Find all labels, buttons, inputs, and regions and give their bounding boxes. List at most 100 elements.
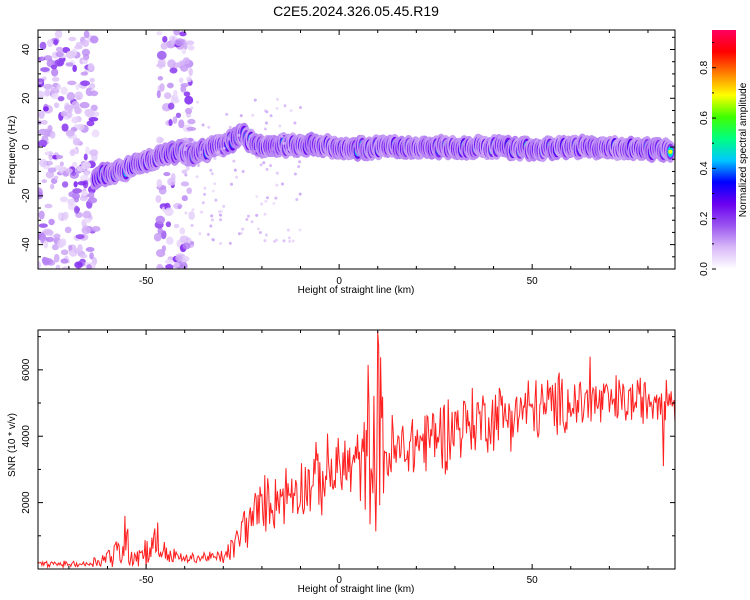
spectrogram-noise-cell <box>185 40 195 46</box>
spectrogram-noise-cell <box>157 227 163 235</box>
spectrogram-noise-cell <box>188 67 193 77</box>
spectrogram-noise-cell <box>263 239 267 243</box>
spectrogram-noise-cell <box>172 116 178 124</box>
spectrogram-noise-cell <box>239 114 243 118</box>
spectrogram-noise-cell <box>73 181 78 188</box>
spectrogram-noise-cell <box>38 78 45 83</box>
spectrogram-noise-cell <box>166 236 174 245</box>
spectrogram-noise-cell <box>206 232 210 236</box>
spectrogram-noise-cell <box>55 51 64 58</box>
spectrogram-xtick-label: 0 <box>336 276 342 287</box>
spectrogram-noise-cell <box>287 236 291 240</box>
spectrogram-xlabel: Height of straight line (km) <box>298 285 415 296</box>
spectrogram-noise-cell <box>228 125 232 129</box>
spectrogram-noise-cell <box>65 50 76 59</box>
spectrogram-noise-cell <box>209 224 213 228</box>
spectrogram-noise-cell <box>179 227 186 235</box>
spectrogram-noise-cell <box>297 165 301 169</box>
spectrogram-noise-cell <box>163 209 174 215</box>
spectrogram-noise-cell <box>183 42 188 50</box>
spectrogram-noise-cell <box>65 168 73 174</box>
spectrogram-noise-cell <box>225 135 229 139</box>
spectrogram-noise-cell <box>156 90 161 99</box>
spectrogram-noise-cell <box>196 163 200 167</box>
spectrogram-noise-cell <box>275 183 279 187</box>
spectrogram-noise-cell <box>51 244 59 251</box>
spectrogram-noise-cell <box>258 230 262 234</box>
spectrogram-noise-cell <box>53 165 64 171</box>
spectrogram-noise-cell <box>40 236 46 244</box>
snr-ytick-label: 4000 <box>21 425 32 448</box>
spectrogram-noise-cell <box>88 116 99 122</box>
spectrogram-noise-cell <box>275 106 279 110</box>
spectrogram-noise-cell <box>156 136 164 144</box>
spectrogram-noise-cell <box>59 196 69 203</box>
spectrogram-noise-cell <box>269 114 273 118</box>
spectrogram-noise-cell <box>65 62 74 67</box>
spectrogram-noise-cell <box>184 173 188 177</box>
spectrogram-noise-cell <box>295 198 299 202</box>
spectrogram-noise-cell <box>286 228 290 232</box>
spectrogram-noise-cell <box>71 116 79 124</box>
spectrogram-noise-cell <box>160 42 168 50</box>
spectrogram-noise-cell <box>48 218 55 226</box>
spectrogram-xtick-label: 50 <box>527 276 539 287</box>
spectrogram-noise-cell <box>260 155 264 159</box>
spectrogram-noise-cell <box>157 76 164 81</box>
spectrogram-noise-cell <box>60 110 67 117</box>
spectrogram-ridge-cell <box>668 149 673 154</box>
spectrogram-noise-cell <box>219 147 223 151</box>
spectrogram-noise-cell <box>292 155 296 159</box>
spectrogram-noise-cell <box>43 240 49 249</box>
spectrogram-noise-cell <box>200 210 204 214</box>
spectrogram-noise-cell <box>69 149 76 157</box>
spectrogram-noise-cell <box>211 189 215 193</box>
spectrogram-noise-cell <box>53 253 60 263</box>
spectrogram-noise-cell <box>88 191 95 200</box>
spectrogram-noise-cell <box>210 214 214 218</box>
spectrogram-noise-cell <box>84 217 91 224</box>
spectrogram-noise-cell <box>275 171 279 175</box>
spectrogram-noise-cell <box>81 59 89 65</box>
spectrogram-noise-cell <box>232 159 236 163</box>
spectrogram-noise-cell <box>256 227 260 231</box>
colorbar-label: Normalized spectral amplitude <box>738 82 749 217</box>
snr-ytick-label: 6000 <box>21 358 32 381</box>
spectrogram-noise-cell <box>282 239 286 243</box>
spectrogram-noise-cell <box>39 159 48 168</box>
spectrogram-noise-cell <box>49 131 56 139</box>
spectrogram-noise-cell <box>250 220 254 224</box>
spectrogram-noise-cell <box>237 133 241 137</box>
spectrogram-noise-cell <box>175 254 183 262</box>
spectrogram-noise-cell <box>85 146 90 156</box>
spectrogram-noise-cell <box>61 266 71 269</box>
spectrogram-axes: -50 0 50 -40 -20 0 20 40 <box>21 30 675 287</box>
colorbar-tick-label: 0.2 <box>699 211 710 225</box>
spectrogram-noise-cell <box>213 182 217 186</box>
spectrogram-noise-cell <box>47 160 53 165</box>
spectrogram-noise-cell <box>56 83 61 90</box>
spectrogram-noise-cell <box>186 187 193 195</box>
spectrogram-noise-cell <box>275 238 279 242</box>
spectrogram-noise-cell <box>282 141 286 145</box>
spectrogram-noise-cell <box>38 223 48 228</box>
spectrogram-noise-cell <box>278 124 282 128</box>
spectrogram-noise-cell <box>39 41 47 50</box>
spectrogram-noise-cell <box>163 92 172 100</box>
spectrogram-noise-cell <box>184 95 194 105</box>
spectrogram-noise-cell <box>173 30 180 36</box>
spectrogram-noise-cell <box>60 258 69 264</box>
spectrogram-noise-cell <box>275 97 279 101</box>
snr-xlabel: Height of straight line (km) <box>298 584 415 595</box>
spectrogram-noise-cell <box>155 215 166 225</box>
spectrogram-noise-cell <box>91 129 100 138</box>
spectrogram-noise-cell <box>159 83 165 92</box>
spectrogram-noise-cell <box>184 211 188 215</box>
spectrogram-noise-cell <box>73 205 80 214</box>
spectrogram-noise-cell <box>164 259 175 265</box>
spectrogram-noise-cell <box>41 119 48 125</box>
spectrogram-noise-cell <box>82 210 92 219</box>
spectrogram-noise-cell <box>76 165 87 172</box>
spectrogram-noise-cell <box>50 64 58 70</box>
spectrogram-noise-cell <box>83 30 90 39</box>
